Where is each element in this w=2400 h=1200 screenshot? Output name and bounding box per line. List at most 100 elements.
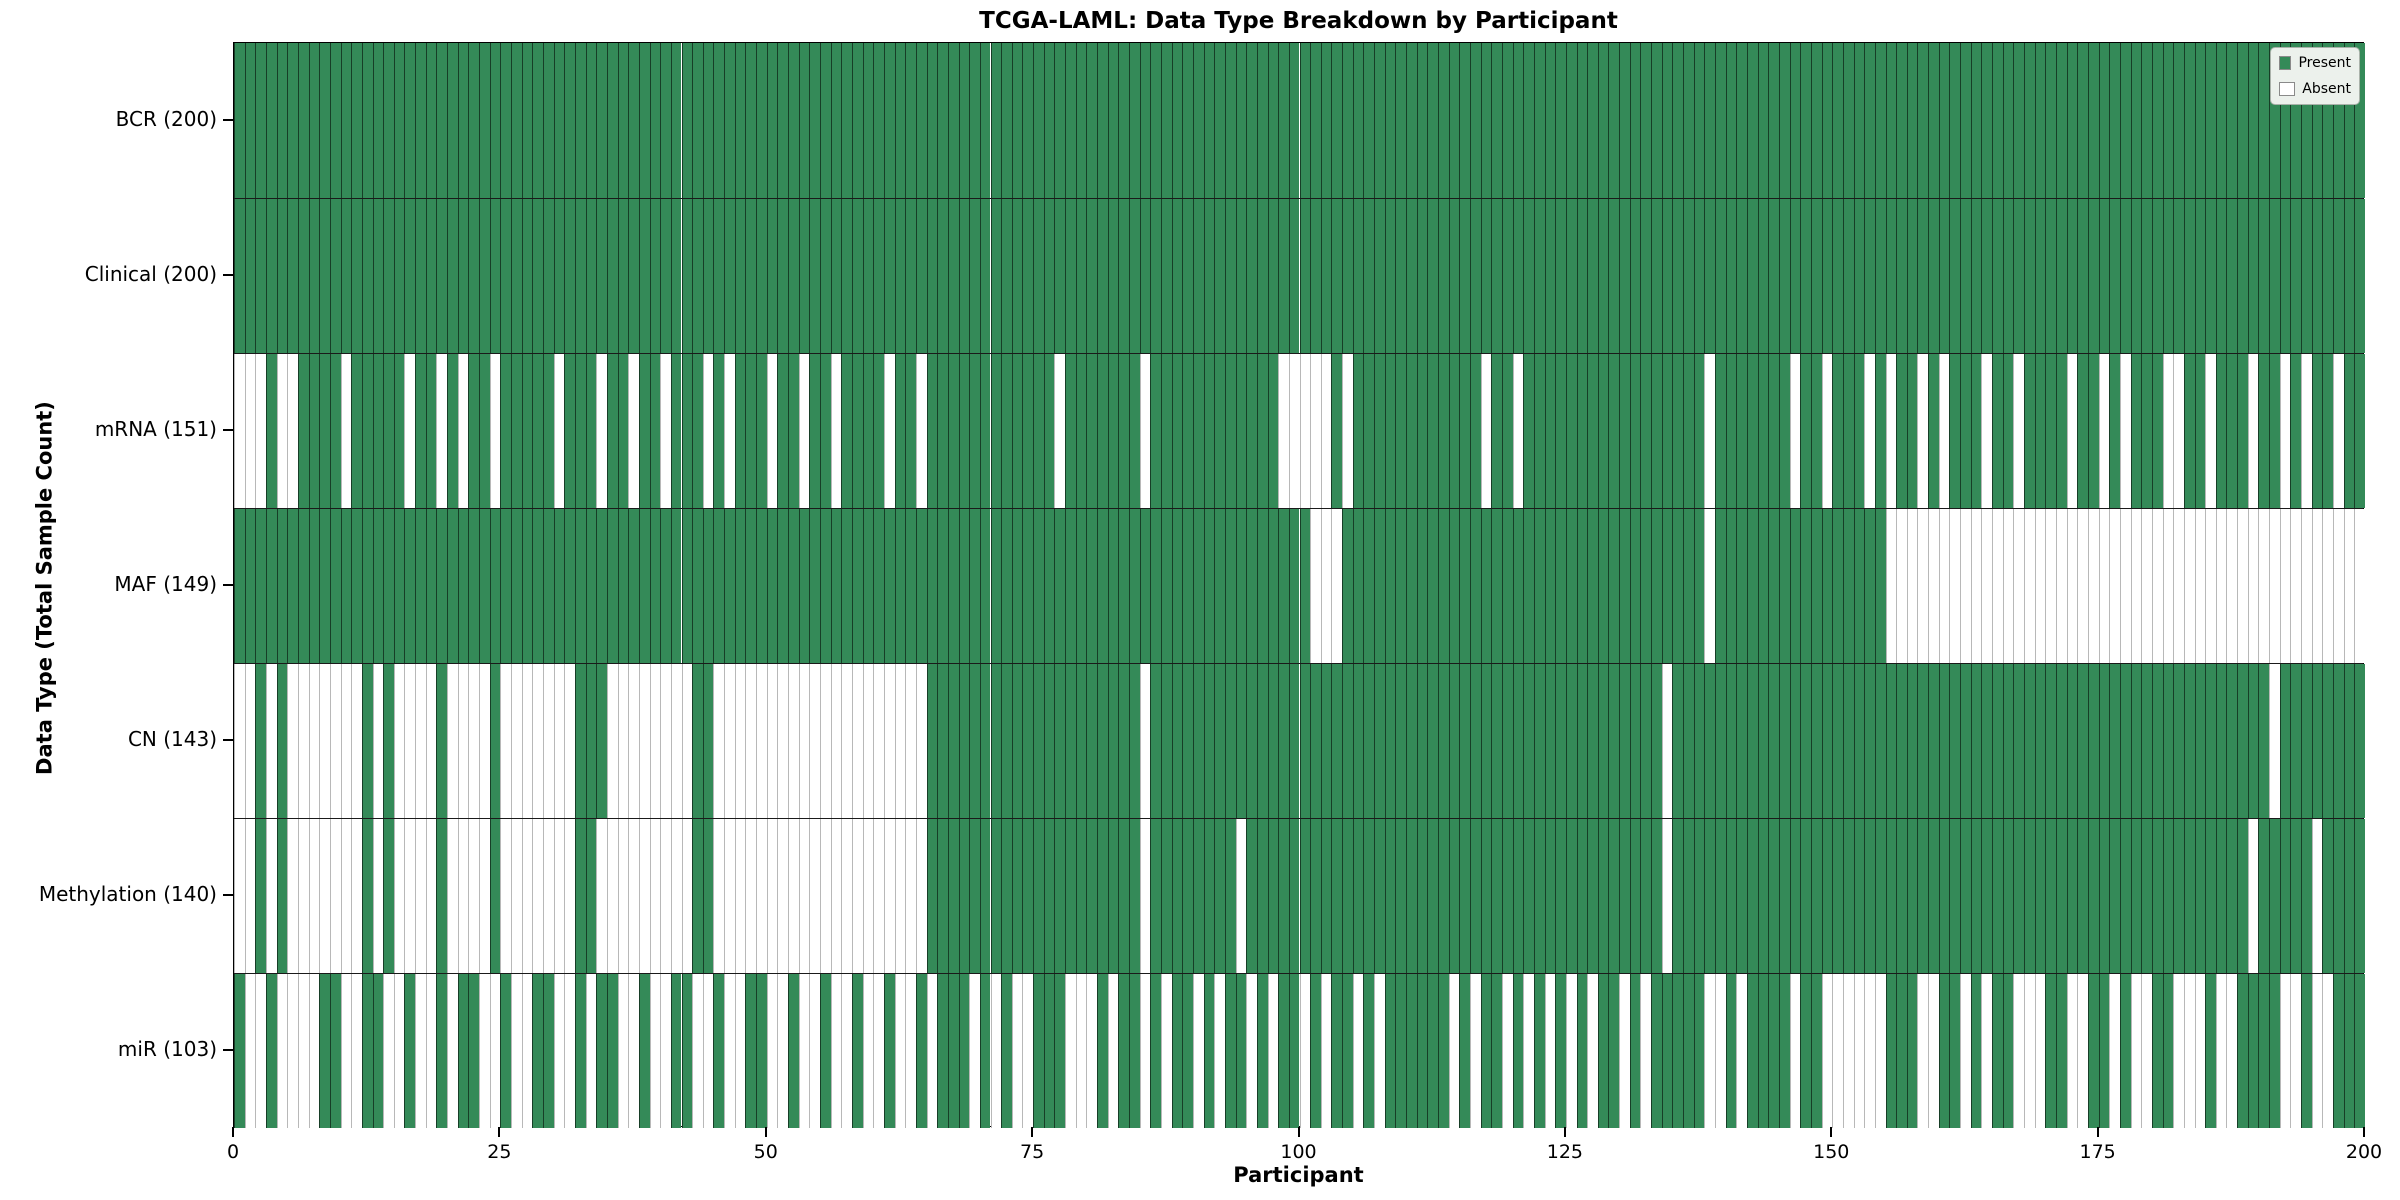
heatmap-cell bbox=[979, 819, 991, 973]
heatmap-cell bbox=[1619, 354, 1630, 508]
heatmap-cell bbox=[1938, 43, 1950, 198]
heatmap-cell bbox=[1587, 819, 1598, 973]
heatmap-cell bbox=[2056, 509, 2067, 663]
heatmap-cell bbox=[1768, 509, 1779, 663]
heatmap-cell bbox=[979, 974, 991, 1128]
heatmap-cell bbox=[1310, 819, 1321, 973]
heatmap-cell bbox=[1736, 664, 1747, 818]
heatmap-cell bbox=[841, 974, 852, 1128]
heatmap-cell bbox=[2354, 819, 2365, 973]
heatmap-cell bbox=[1715, 664, 1726, 818]
heatmap-cell bbox=[1821, 509, 1833, 663]
heatmap-cell bbox=[1533, 664, 1545, 818]
heatmap-cell bbox=[351, 43, 362, 198]
heatmap-cell bbox=[2290, 974, 2302, 1128]
heatmap-cell bbox=[1075, 664, 1087, 818]
heatmap-cell bbox=[1704, 509, 1716, 663]
heatmap-cell bbox=[255, 199, 266, 353]
heatmap-cell bbox=[372, 664, 384, 818]
heatmap-cell bbox=[2237, 199, 2248, 353]
heatmap-cell bbox=[1885, 509, 1897, 663]
heatmap-cell bbox=[1160, 199, 1172, 353]
heatmap-cell bbox=[2034, 819, 2046, 973]
heatmap-cell bbox=[585, 43, 597, 198]
heatmap-cell bbox=[436, 974, 448, 1128]
heatmap-cell bbox=[1267, 43, 1279, 198]
heatmap-cell bbox=[1704, 974, 1716, 1128]
heatmap-cell bbox=[425, 354, 437, 508]
heatmap-cell bbox=[1928, 664, 1939, 818]
heatmap-cell bbox=[1725, 43, 1737, 198]
heatmap-cell bbox=[393, 354, 405, 508]
heatmap-cell bbox=[1853, 199, 1865, 353]
heatmap-cell bbox=[2087, 43, 2099, 198]
x-tick-mark bbox=[1031, 1127, 1034, 1137]
heatmap-cell bbox=[1810, 664, 1822, 818]
heatmap-cell bbox=[500, 354, 512, 508]
heatmap-cell bbox=[926, 664, 938, 818]
heatmap-cell bbox=[1651, 974, 1662, 1128]
heatmap-cell bbox=[681, 509, 693, 663]
heatmap-cell bbox=[1533, 43, 1545, 198]
heatmap-cell bbox=[1459, 354, 1470, 508]
heatmap-cell bbox=[1043, 509, 1055, 663]
heatmap-cell bbox=[1299, 664, 1311, 818]
y-tick-label-miR: miR (103) bbox=[117, 1036, 217, 1061]
heatmap-cell bbox=[1107, 509, 1119, 663]
heatmap-cell bbox=[702, 664, 714, 818]
heatmap-cell bbox=[564, 664, 575, 818]
heatmap-cell bbox=[2077, 974, 2088, 1128]
heatmap-cell bbox=[1118, 974, 1129, 1128]
heatmap-cell bbox=[596, 664, 607, 818]
heatmap-cell bbox=[372, 354, 384, 508]
heatmap-cell bbox=[1107, 199, 1119, 353]
heatmap-cell bbox=[1810, 43, 1822, 198]
heatmap-row-mRNA bbox=[234, 353, 2365, 508]
heatmap-cell bbox=[351, 354, 362, 508]
heatmap-cell bbox=[628, 664, 639, 818]
heatmap-cell bbox=[1906, 43, 1918, 198]
heatmap-cell bbox=[244, 664, 256, 818]
heatmap-cell bbox=[542, 354, 554, 508]
heatmap-cell bbox=[1661, 974, 1673, 1128]
heatmap-cell bbox=[2109, 974, 2120, 1128]
heatmap-cell bbox=[1981, 199, 1993, 353]
heatmap-cell bbox=[1576, 509, 1588, 663]
heatmap-cell bbox=[1224, 664, 1236, 818]
heatmap-cell bbox=[1384, 664, 1396, 818]
heatmap-cell bbox=[574, 509, 586, 663]
heatmap-cell bbox=[2311, 664, 2323, 818]
heatmap-cell bbox=[1086, 43, 1098, 198]
heatmap-cell bbox=[2066, 509, 2078, 663]
heatmap-cell bbox=[2215, 819, 2227, 973]
heatmap-cell bbox=[415, 509, 426, 663]
heatmap-cell bbox=[1395, 819, 1407, 973]
heatmap-cell bbox=[542, 199, 554, 353]
heatmap-cell bbox=[2034, 354, 2046, 508]
heatmap-cell bbox=[841, 199, 852, 353]
heatmap-cell bbox=[574, 43, 586, 198]
heatmap-cell bbox=[851, 43, 863, 198]
heatmap-cell bbox=[1672, 819, 1684, 973]
heatmap-cell bbox=[1246, 354, 1257, 508]
heatmap-cell bbox=[1150, 43, 1161, 198]
heatmap-cell bbox=[1075, 819, 1087, 973]
heatmap-cell bbox=[777, 819, 789, 973]
heatmap-cell bbox=[596, 974, 607, 1128]
heatmap-cell bbox=[947, 354, 959, 508]
heatmap-cell bbox=[1406, 819, 1417, 973]
heatmap-cell bbox=[724, 664, 735, 818]
heatmap-cell bbox=[2237, 43, 2248, 198]
heatmap-cell bbox=[766, 664, 778, 818]
heatmap-cell bbox=[2247, 974, 2259, 1128]
heatmap-cell bbox=[1384, 199, 1396, 353]
heatmap-cell bbox=[1757, 43, 1769, 198]
heatmap-cell bbox=[1480, 819, 1492, 973]
heatmap-cell bbox=[2269, 354, 2280, 508]
heatmap-cell bbox=[1459, 43, 1470, 198]
heatmap-cell bbox=[1342, 43, 1353, 198]
heatmap-cell bbox=[1374, 509, 1385, 663]
heatmap-cell bbox=[1246, 664, 1257, 818]
heatmap-cell bbox=[1416, 43, 1428, 198]
heatmap-cell bbox=[2130, 974, 2142, 1128]
